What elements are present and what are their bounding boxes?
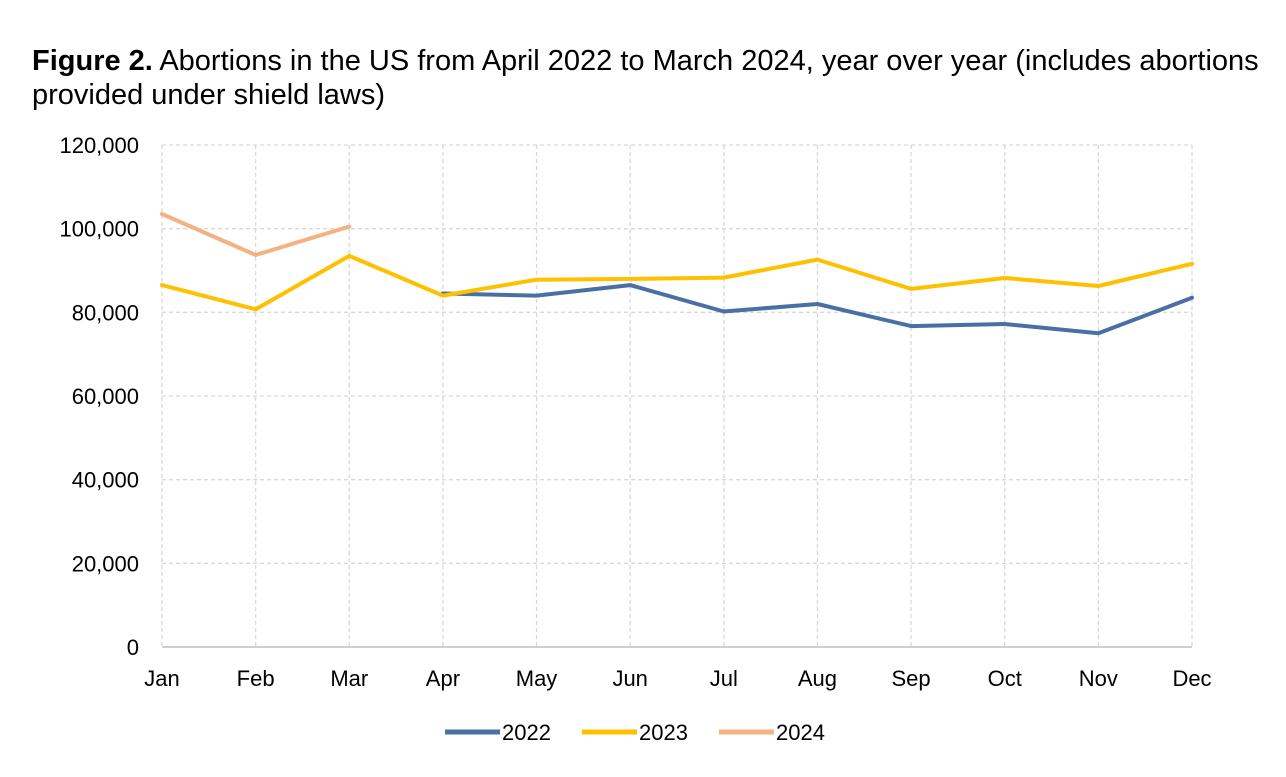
chart-title-text: Abortions in the US from April 2022 to M… [32,45,1259,111]
y-tick-label: 20,000 [72,551,139,576]
x-tick-label: Jan [144,666,179,691]
grid-lines [161,144,1193,647]
y-tick-label: 40,000 [72,468,139,493]
legend-label: 2024 [776,720,825,745]
series-line-2024 [160,212,352,257]
x-tick-label: Apr [426,666,460,691]
chart-title: Figure 2. Abortions in the US from April… [32,44,1262,112]
x-tick-label: Sep [892,666,931,691]
legend-label: 2023 [639,720,688,745]
series-line-2022 [440,283,1194,336]
legend: 2022 2023 2024 [445,720,825,745]
y-tick-label: 80,000 [72,300,139,325]
x-axis-ticks: Jan Feb Mar Apr May Jun Jul Aug Sep Oct Nov Dec [144,666,1211,691]
series-line-2023 [160,253,1194,312]
x-tick-label: Nov [1079,666,1118,691]
x-tick-label: Aug [798,666,837,691]
x-tick-label: Dec [1172,666,1211,691]
x-tick-label: Mar [330,666,368,691]
series-lines [160,212,1194,336]
legend-label: 2022 [502,720,551,745]
y-tick-label: 0 [127,635,139,660]
x-tick-label: Jun [612,666,647,691]
y-tick-label: 100,000 [59,217,139,242]
y-tick-label: 120,000 [59,133,139,158]
y-tick-label: 60,000 [72,384,139,409]
x-tick-label: Oct [988,666,1022,691]
x-tick-label: Feb [237,666,275,691]
y-axis-ticks: 0 20,000 40,000 60,000 80,000 100,000 120,000 [59,133,139,660]
x-tick-label: May [516,666,558,691]
x-tick-label: Jul [710,666,738,691]
figure-label: Figure 2. [32,45,153,77]
